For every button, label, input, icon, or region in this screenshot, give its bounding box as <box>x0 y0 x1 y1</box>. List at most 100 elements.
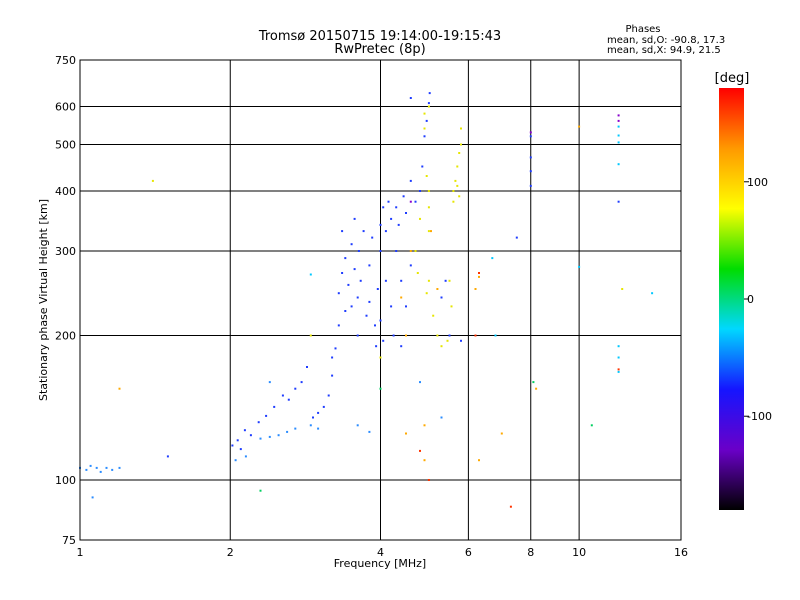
x-tick-label: 16 <box>674 546 688 559</box>
data-point <box>91 496 94 499</box>
data-point <box>368 430 371 433</box>
axis-ticks: 1 2 4 6 8 10 16 75 100 200 300 400 500 600 750 <box>55 54 688 559</box>
data-point <box>428 92 431 95</box>
data-point <box>491 257 494 260</box>
data-point <box>376 288 379 290</box>
data-point <box>500 432 503 435</box>
data-point <box>515 236 518 239</box>
data-point <box>617 370 620 373</box>
y-tick-label: 400 <box>55 185 76 198</box>
data-point <box>353 268 356 271</box>
data-point <box>617 163 620 166</box>
data-point <box>440 296 443 299</box>
data-point <box>617 125 620 128</box>
data-point <box>397 223 400 226</box>
data-point <box>312 416 314 419</box>
data-point <box>331 356 334 359</box>
data-point <box>425 119 428 122</box>
data-point <box>535 387 538 390</box>
stats-heading: Phases <box>625 24 660 35</box>
data-point <box>249 434 252 437</box>
data-point <box>281 394 284 397</box>
x-axis-label: Frequency [MHz] <box>334 557 426 570</box>
colorbar-tick-label: 100 <box>747 176 768 189</box>
data-point <box>273 405 276 408</box>
data-point <box>454 179 457 182</box>
stats-line-o: mean, sd,O: -90.8, 17.3 <box>607 35 725 46</box>
data-point <box>259 489 262 492</box>
data-point <box>309 424 312 427</box>
data-point <box>421 165 424 168</box>
data-point <box>322 405 325 408</box>
chart-title: Tromsø 20150715 19:14:00-19:15:43 <box>258 29 501 44</box>
data-point <box>427 479 430 481</box>
data-point <box>409 179 412 182</box>
data-point <box>268 381 271 384</box>
data-point <box>337 292 340 295</box>
data-point <box>405 212 407 214</box>
data-point <box>89 464 92 467</box>
data-point <box>365 314 368 317</box>
y-tick-label: 750 <box>55 54 76 67</box>
colorbar-ticks: 100 0 -100 <box>744 176 772 423</box>
data-point <box>331 374 334 377</box>
data-point <box>384 279 387 282</box>
data-point <box>350 305 353 308</box>
data-point <box>460 143 462 146</box>
data-point <box>529 135 532 138</box>
data-point <box>427 230 430 233</box>
data-point <box>419 381 421 384</box>
data-point <box>427 190 430 192</box>
data-point <box>236 439 239 442</box>
data-point <box>425 175 428 177</box>
data-point <box>231 444 234 447</box>
data-point <box>405 432 407 435</box>
colorbar <box>719 88 744 510</box>
data-point <box>458 152 461 154</box>
data-point <box>414 250 417 252</box>
data-point <box>387 200 390 203</box>
data-point <box>452 200 455 203</box>
data-point <box>317 411 320 414</box>
y-tick-label: 500 <box>55 139 76 152</box>
data-point <box>448 334 451 337</box>
colorbar-label: [deg] <box>715 71 750 86</box>
data-point <box>436 334 439 337</box>
data-point <box>379 319 382 322</box>
data-point <box>356 296 359 299</box>
data-point <box>395 206 398 209</box>
data-point <box>166 455 169 458</box>
y-tick-label: 600 <box>55 101 76 114</box>
data-point <box>379 223 382 226</box>
data-point <box>529 131 532 134</box>
data-point <box>294 427 297 430</box>
data-point <box>456 165 459 168</box>
data-point <box>452 190 455 192</box>
data-point <box>368 300 371 303</box>
chart-subtitle: RwPretec (8p) <box>334 42 425 57</box>
data-point <box>243 429 246 432</box>
data-point <box>390 305 393 308</box>
data-point <box>427 102 430 105</box>
data-point <box>234 459 237 462</box>
data-point <box>494 334 497 337</box>
data-point <box>509 505 512 508</box>
data-point <box>425 292 428 295</box>
data-point <box>341 230 344 233</box>
data-point <box>405 334 407 337</box>
data-point <box>478 275 480 278</box>
x-tick-label: 8 <box>527 546 534 559</box>
data-point <box>419 217 421 220</box>
data-point <box>460 339 462 342</box>
data-point <box>259 437 262 440</box>
data-point <box>334 347 337 350</box>
data-point <box>617 119 620 122</box>
data-point <box>400 279 403 282</box>
data-points <box>79 92 654 508</box>
data-point <box>427 105 430 108</box>
data-point <box>356 424 359 427</box>
data-point <box>532 381 535 384</box>
data-point <box>440 416 443 419</box>
data-point <box>590 424 593 427</box>
